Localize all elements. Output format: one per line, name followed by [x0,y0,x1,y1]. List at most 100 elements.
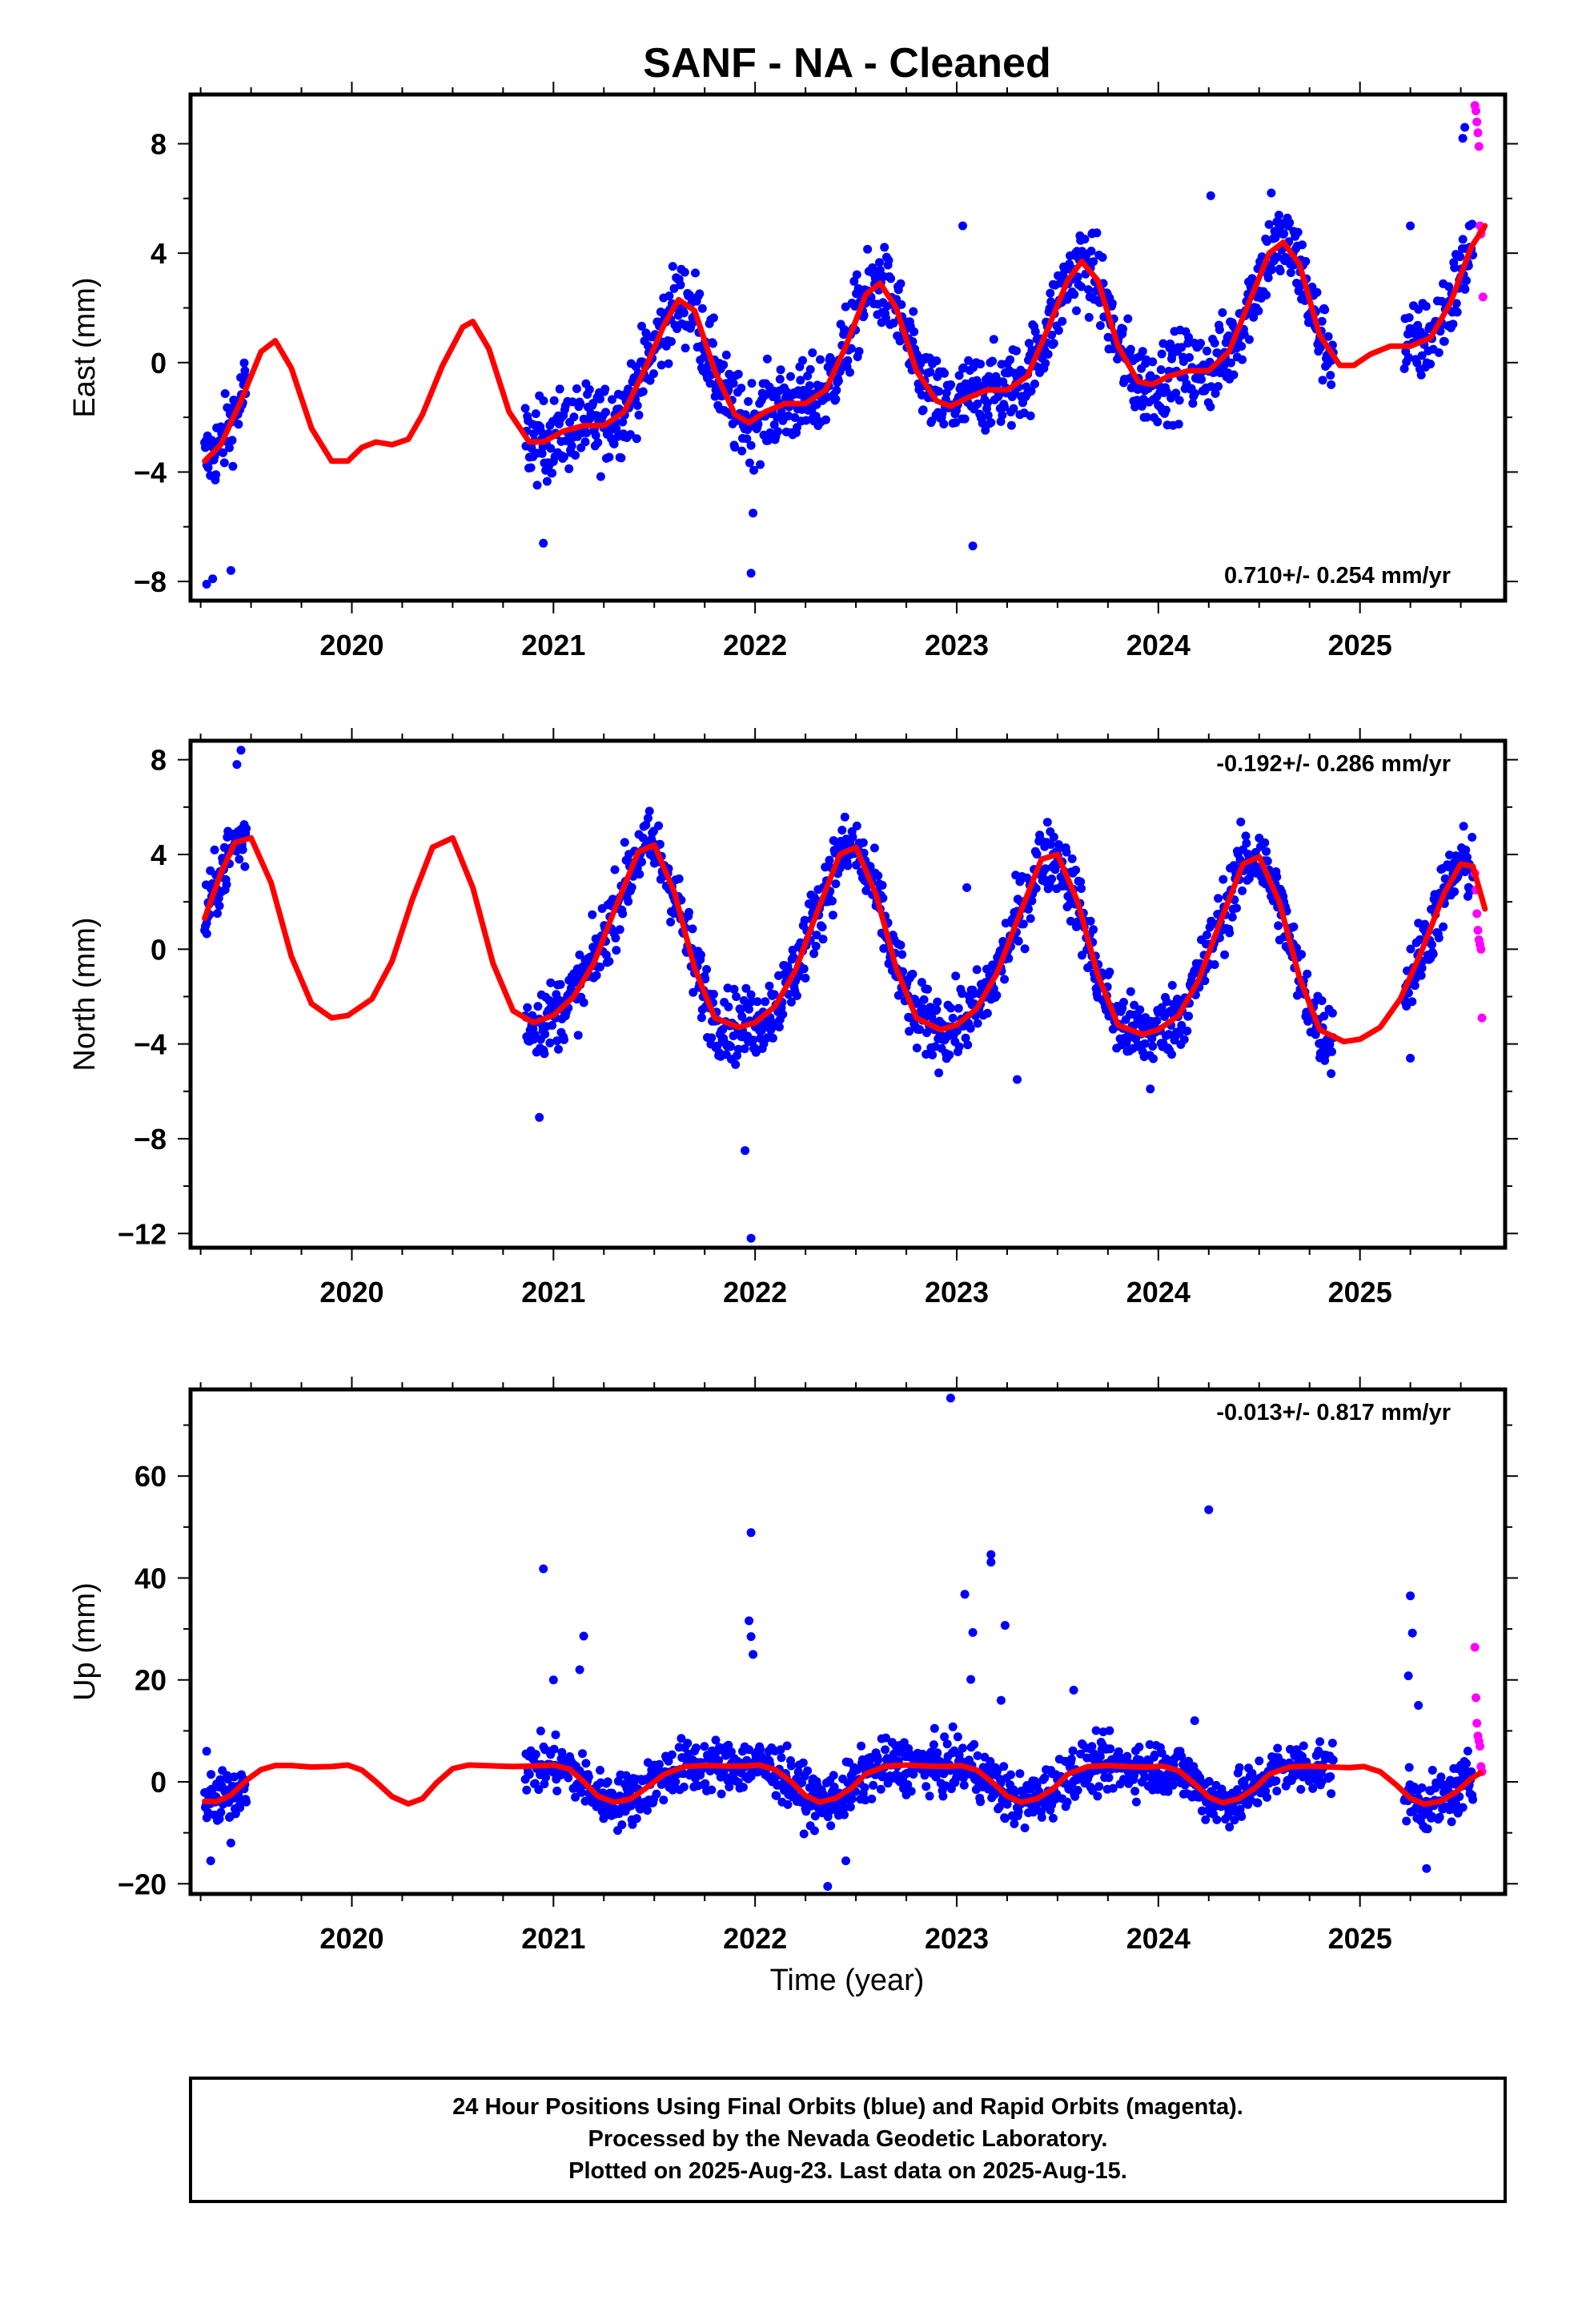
up-final-point [841,1856,850,1866]
east-final-point [776,365,785,375]
north-final-point [1049,832,1058,842]
east-final-point [1444,282,1454,292]
east-final-point [1162,387,1171,396]
north-final-point [1327,1047,1336,1056]
east-final-point [1000,402,1010,412]
north-final-point [831,879,841,889]
east-final-point [744,396,753,406]
east-final-point [539,538,548,548]
east-final-point [852,270,861,279]
north-final-point [1262,846,1271,856]
up-final-point [959,1780,969,1790]
east-final-point [1458,235,1468,244]
east-x-tick-label: 2021 [521,629,585,661]
up-final-point [745,1745,753,1755]
east-final-point [1460,123,1470,132]
footer-line-1: 24 Hour Positions Using Final Orbits (bl… [452,2094,1243,2120]
north-final-point [768,1033,777,1043]
up-final-point [782,1741,792,1751]
east-rate-label: 0.710+/- 0.254 mm/yr [1224,563,1451,589]
east-final-point [520,404,530,413]
east-final-point [1264,219,1274,229]
east-final-point [1426,360,1435,369]
east-y-tick-label: 4 [151,237,167,270]
footer-line-2: Processed by the Nevada Geodetic Laborat… [588,2126,1108,2152]
east-final-point [964,356,974,365]
north-final-point [697,1013,706,1023]
east-final-point [697,304,707,313]
east-final-point [1157,349,1166,359]
north-final-point [869,843,879,853]
north-final-point [933,997,942,1007]
north-final-point [1135,1005,1145,1015]
north-final-point [732,992,741,1001]
north-final-point [1406,1053,1415,1063]
up-final-point [575,1665,584,1675]
east-final-point [1267,188,1276,198]
up-final-point [960,1590,970,1599]
east-final-point [637,321,646,331]
east-final-point [665,292,674,300]
east-final-point [1312,287,1322,297]
north-final-point [620,838,629,847]
up-final-point [1140,1772,1150,1782]
up-final-point [799,1829,809,1839]
up-final-point [235,1803,245,1812]
up-final-point [667,1750,677,1759]
east-final-point [833,376,843,386]
east-final-point [632,400,642,410]
east-final-point [225,443,234,452]
east-final-point [548,468,557,478]
north-final-point [1463,852,1472,862]
north-final-point [741,1146,750,1156]
up-x-tick-label: 2021 [521,1922,585,1955]
east-final-point [1452,308,1462,317]
up-final-point [1105,1726,1114,1735]
east-final-point [1323,332,1333,341]
north-final-point [852,821,861,830]
north-final-point [828,896,837,906]
north-final-point [817,923,827,932]
east-x-tick-label: 2023 [925,629,989,661]
north-final-point [737,1011,747,1021]
east-final-point [1315,343,1325,352]
up-final-point [970,1739,979,1749]
north-final-point [643,814,652,823]
up-final-point [548,1675,558,1685]
east-final-point [584,384,594,394]
north-final-point [740,1044,749,1054]
up-final-point [1106,1744,1115,1754]
east-final-point [1098,252,1107,262]
east-y-axis-label: East (mm) [68,277,102,417]
north-final-point [1410,981,1419,991]
east-final-point [1006,355,1015,364]
up-final-point [803,1766,813,1775]
north-final-point [724,1002,733,1011]
east-final-point [582,428,592,437]
east-final-point [805,364,815,374]
footer-line-3: Plotted on 2025-Aug-23. Last data on 202… [568,2158,1127,2184]
up-final-point [953,1732,962,1742]
east-final-point [1452,299,1461,308]
up-final-point [845,1802,855,1811]
north-final-point [972,965,982,975]
east-final-point [1263,273,1273,283]
north-final-point [733,1044,743,1054]
north-final-point [1162,997,1171,1007]
east-final-point [1448,320,1458,329]
east-final-point [1317,316,1327,326]
east-final-point [998,411,1007,420]
north-final-point [915,1025,925,1035]
east-final-point [532,480,542,490]
up-final-point [242,1797,251,1807]
east-final-point [207,436,216,445]
east-final-point [1084,312,1094,322]
up-final-point [940,1732,950,1742]
east-final-point [1012,346,1021,356]
east-final-point [1123,314,1133,324]
east-final-point [1072,306,1081,316]
east-final-point [1177,343,1186,352]
north-final-point [1182,1026,1192,1035]
north-final-point [635,870,644,879]
